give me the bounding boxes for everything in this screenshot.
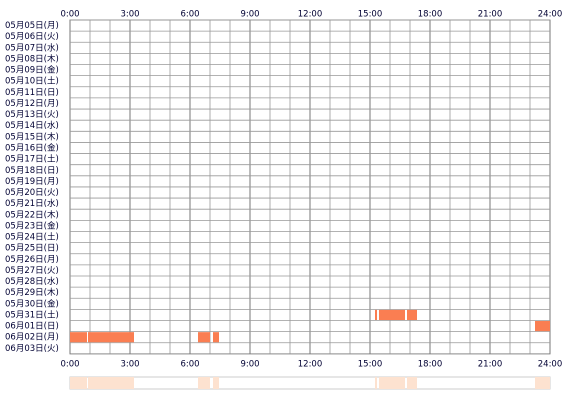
- x-tick-label: 21:00: [478, 10, 503, 20]
- y-tick-label: 05月11日(日): [5, 88, 59, 98]
- y-tick-label: 06月01日(日): [5, 322, 59, 332]
- y-tick-label: 05月16日(金): [5, 142, 59, 153]
- activity-segment: [535, 321, 550, 332]
- y-tick-label: 05月31日(土): [5, 309, 59, 320]
- x-tick-label: 18:00: [418, 10, 443, 20]
- y-tick-label: 05月06日(火): [5, 32, 59, 42]
- y-tick-label: 05月26日(月): [5, 255, 59, 265]
- activity-segment: [88, 332, 134, 343]
- x-tick-label: 0:00: [60, 10, 79, 20]
- y-tick-label: 05月28日(水): [5, 276, 59, 287]
- y-tick-label: 05月23日(金): [5, 220, 59, 231]
- y-tick-label: 06月03日(火): [5, 344, 59, 354]
- activity-segment: [375, 309, 377, 321]
- y-tick-label: 05月29日(木): [5, 287, 59, 298]
- x-tick-label: 6:00: [180, 10, 199, 20]
- summary-segment: [407, 377, 417, 389]
- x-tick-label: 12:00: [298, 10, 323, 20]
- y-tick-label: 05月15日(木): [5, 131, 59, 142]
- activity-segment: [70, 332, 87, 343]
- y-tick-label: 05月17日(土): [5, 154, 59, 165]
- x-tick-label: 0:00: [60, 360, 79, 370]
- x-tick-label: 15:00: [358, 360, 383, 370]
- x-tick-label: 3:00: [120, 360, 139, 370]
- y-tick-label: 05月20日(火): [5, 188, 59, 198]
- x-tick-label: 18:00: [418, 360, 443, 370]
- activity-segment: [213, 332, 219, 343]
- summary-segment: [213, 377, 219, 389]
- y-tick-label: 05月14日(水): [5, 120, 59, 131]
- y-tick-label: 05月27日(火): [5, 266, 59, 276]
- x-tick-label: 24:00: [538, 10, 563, 20]
- x-tick-label: 12:00: [298, 360, 323, 370]
- y-tick-label: 05月10日(土): [5, 76, 59, 87]
- summary-segment: [535, 377, 550, 389]
- y-tick-label: 05月12日(月): [5, 99, 59, 109]
- x-tick-label: 9:00: [240, 360, 259, 370]
- y-tick-label: 05月30日(金): [5, 298, 59, 309]
- activity-segment: [407, 309, 417, 321]
- y-tick-label: 05月09日(金): [5, 65, 59, 76]
- activity-segment: [379, 309, 405, 321]
- summary-segment: [70, 377, 87, 389]
- x-tick-label: 15:00: [358, 10, 383, 20]
- y-tick-label: 06月02日(月): [5, 333, 59, 343]
- summary-segment: [88, 377, 134, 389]
- y-tick-label: 05月08日(木): [5, 53, 59, 64]
- activity-segment: [198, 332, 210, 343]
- y-tick-label: 05月19日(月): [5, 177, 59, 187]
- y-tick-label: 05月13日(火): [5, 110, 59, 120]
- summary-segment: [375, 377, 377, 389]
- y-tick-label: 05月22日(木): [5, 209, 59, 220]
- y-tick-label: 05月24日(土): [5, 232, 59, 243]
- x-tick-label: 9:00: [240, 10, 259, 20]
- summary-segment: [198, 377, 210, 389]
- y-tick-label: 05月07日(水): [5, 42, 59, 53]
- summary-segment: [379, 377, 405, 389]
- summary-frame: [69, 376, 551, 390]
- x-tick-label: 6:00: [180, 360, 199, 370]
- x-tick-label: 3:00: [120, 10, 139, 20]
- y-tick-label: 05月05日(月): [5, 21, 59, 31]
- y-tick-label: 05月25日(日): [5, 244, 59, 254]
- y-tick-label: 05月21日(水): [5, 198, 59, 209]
- x-tick-label: 21:00: [478, 360, 503, 370]
- y-tick-label: 05月18日(日): [5, 166, 59, 176]
- x-tick-label: 24:00: [538, 360, 563, 370]
